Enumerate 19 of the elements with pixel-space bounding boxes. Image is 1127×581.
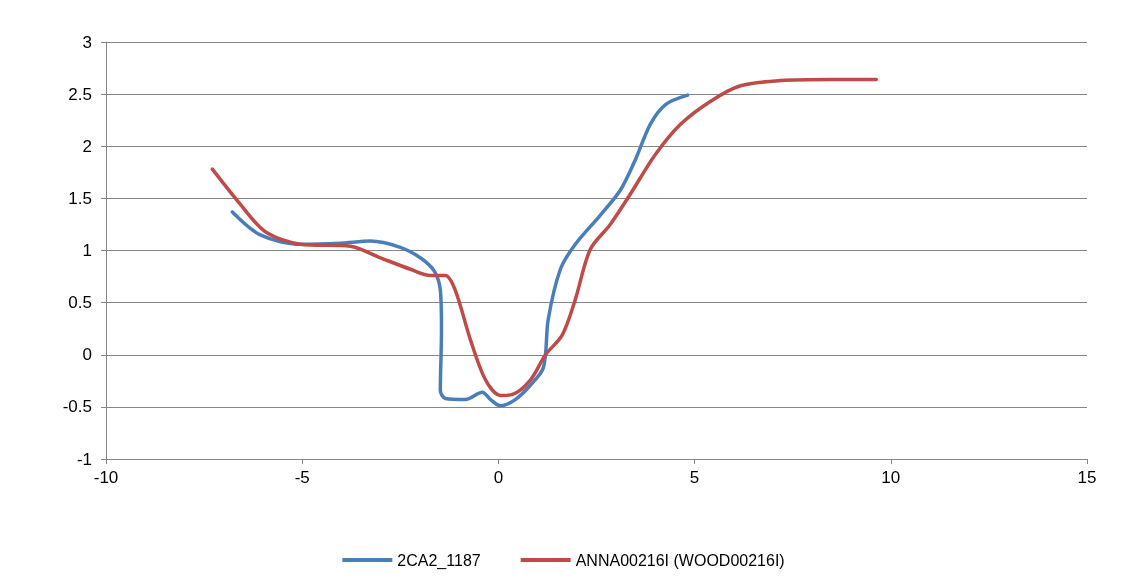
line-series xyxy=(230,93,690,408)
x-tick-label: 10 xyxy=(881,468,901,487)
y-tick-label: 3 xyxy=(82,32,92,52)
x-tick-label: -5 xyxy=(294,468,310,487)
y-tick-label: 2.5 xyxy=(68,84,92,104)
x-tick-label: -10 xyxy=(93,468,119,487)
y-tick-label: 0.5 xyxy=(68,293,92,313)
legend-label: 2CA2_1187 xyxy=(397,551,481,570)
y-tick-label: 1.5 xyxy=(68,188,92,208)
legend-label: ANNA00216I (WOOD00216I) xyxy=(575,551,785,569)
x-tick-label: 15 xyxy=(1077,468,1097,487)
y-tick-label: 1 xyxy=(82,241,92,260)
y-tick-label: -0.5 xyxy=(62,397,92,417)
x-tick-label: 0 xyxy=(493,468,504,487)
line-series xyxy=(210,77,879,398)
y-tick-label: -1 xyxy=(76,449,92,469)
y-tick-label: 0 xyxy=(82,345,92,365)
x-tick-label: 5 xyxy=(689,468,700,487)
y-tick-label: 2 xyxy=(82,136,92,156)
